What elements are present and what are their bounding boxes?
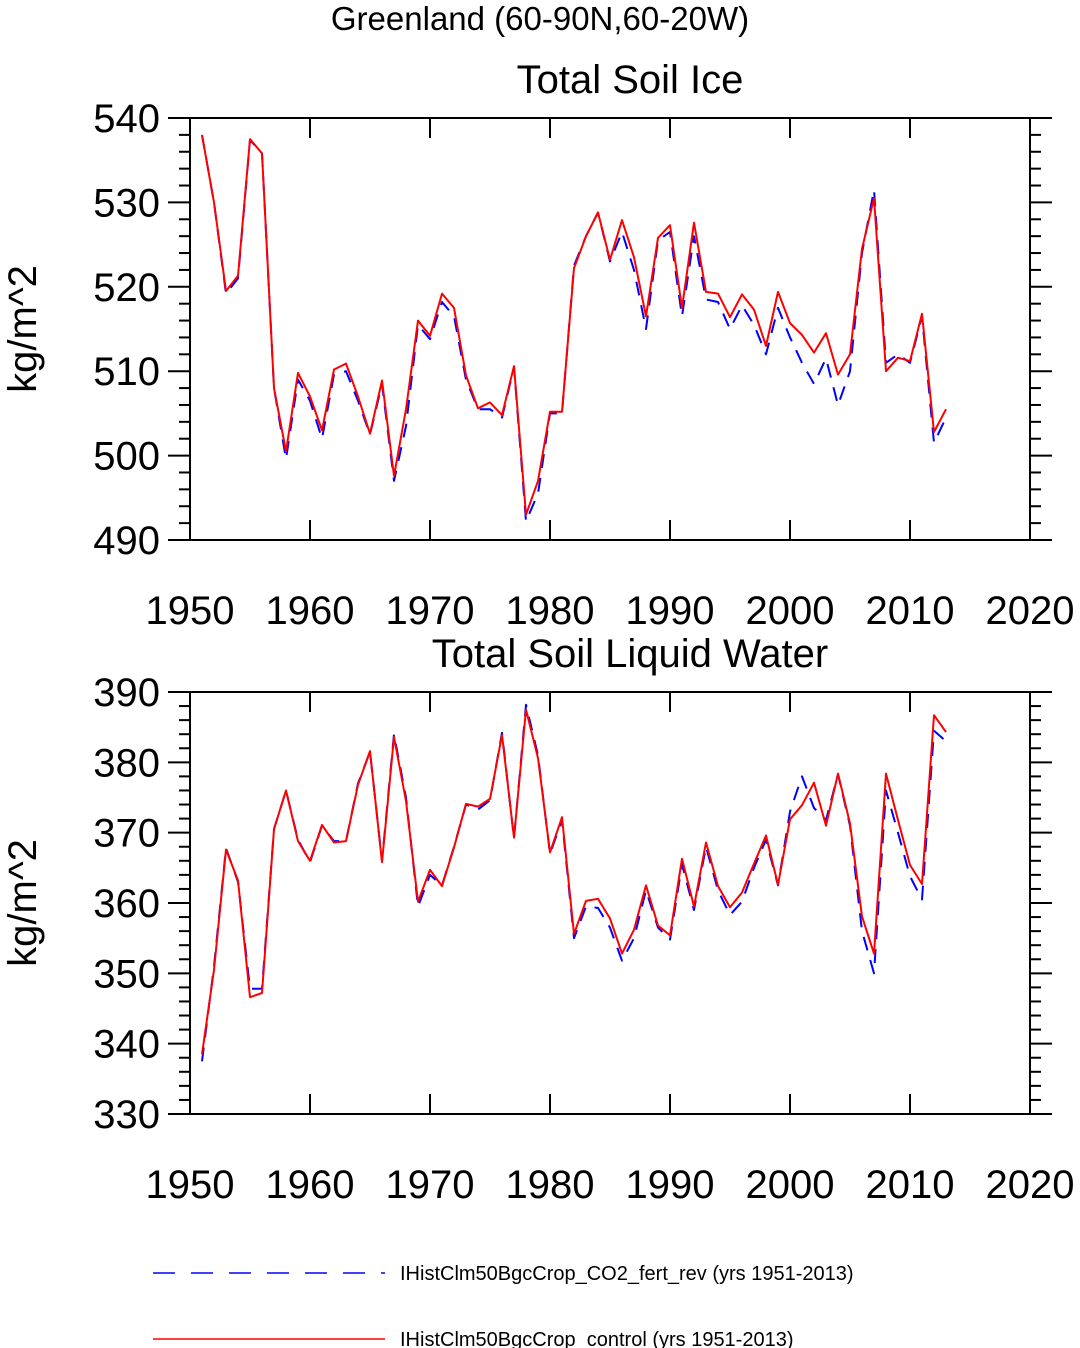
- x-tick-label: 2010: [866, 1163, 955, 1207]
- x-tick-label: 1950: [146, 1163, 235, 1207]
- y-tick-label: 510: [93, 350, 160, 394]
- x-tick-label: 2000: [746, 1163, 835, 1207]
- y-tick-label: 350: [93, 952, 160, 996]
- y-tick-label: 490: [93, 519, 160, 563]
- plot-frame: [189, 117, 1031, 541]
- y-tick-label: 380: [93, 741, 160, 785]
- y-tick-label: 520: [93, 266, 160, 310]
- x-tick-label: 1990: [626, 1163, 715, 1207]
- series-line-co2-fert-rev: [201, 134, 947, 523]
- x-tick-label: 2020: [986, 589, 1075, 633]
- figure-title: Greenland (60-90N,60-20W): [331, 0, 749, 37]
- panel-title: Total Soil Liquid Water: [432, 632, 828, 676]
- chart-panel-total-soil-ice: Total Soil Ice kg/m^2 1950 1960 1970 1980 1990…: [1, 58, 1074, 633]
- y-axis-label: kg/m^2: [1, 839, 45, 967]
- legend: IHistClm50BgcCrop_CO2_fert_rev (yrs 1951…: [153, 1263, 854, 1348]
- y-tick-label: 340: [93, 1023, 160, 1067]
- x-tick-label: 1970: [386, 589, 475, 633]
- y-tick-label: 530: [93, 181, 160, 225]
- y-tick-label: 360: [93, 882, 160, 926]
- x-tick-label: 2010: [866, 589, 955, 633]
- y-tick-label: 500: [93, 435, 160, 479]
- x-tick-label: 1960: [266, 1163, 355, 1207]
- x-tick-label: 1950: [146, 589, 235, 633]
- x-tick-label: 1980: [506, 589, 595, 633]
- x-tick-label: 2000: [746, 589, 835, 633]
- series-line-control: [201, 708, 947, 1055]
- y-tick-label: 370: [93, 812, 160, 856]
- y-tick-label: 390: [93, 671, 160, 715]
- x-tick-label: 2020: [986, 1163, 1075, 1207]
- y-tick-label: 330: [93, 1093, 160, 1137]
- panel-title: Total Soil Ice: [517, 58, 744, 102]
- plot-frame: [189, 691, 1031, 1115]
- x-tick-label: 1980: [506, 1163, 595, 1207]
- chart-panel-total-soil-liquid-water: Total Soil Liquid Water kg/m^2 1950 1960 197…: [1, 632, 1074, 1207]
- series-line-control: [201, 134, 947, 516]
- legend-label: IHistClm50BgcCrop_control (yrs 1951-2013…: [400, 1329, 794, 1348]
- x-tick-label: 1960: [266, 589, 355, 633]
- series-line-co2-fert-rev: [201, 703, 947, 1062]
- x-tick-label: 1990: [626, 589, 715, 633]
- x-tick-label: 1970: [386, 1163, 475, 1207]
- y-axis-label: kg/m^2: [1, 265, 45, 393]
- y-tick-label: 540: [93, 97, 160, 141]
- legend-label: IHistClm50BgcCrop_CO2_fert_rev (yrs 1951…: [400, 1263, 854, 1285]
